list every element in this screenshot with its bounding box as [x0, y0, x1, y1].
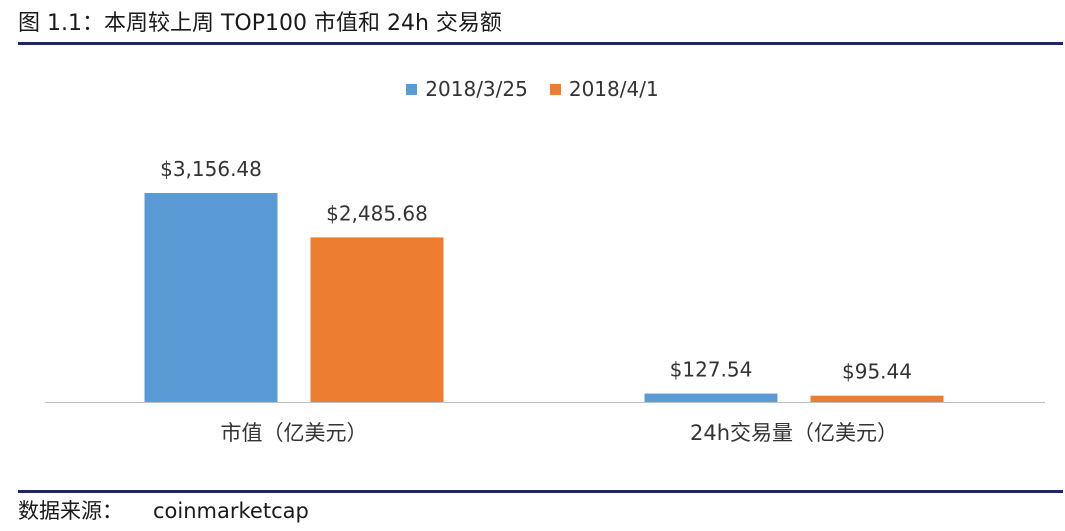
bar-2-1 [310, 237, 444, 402]
legend-item-series-2: 2018/4/1 [549, 76, 659, 102]
legend-label-series-2: 2018/4/1 [568, 77, 659, 101]
data-label-2-2: $95.44 [842, 360, 912, 384]
bar-2-2 [810, 395, 944, 402]
bar-1-2 [644, 393, 778, 402]
legend-item-series-1: 2018/3/25 [406, 76, 528, 102]
data-label-1-1: $3,156.48 [160, 157, 262, 181]
legend: 2018/3/25 2018/4/1 [0, 76, 1065, 102]
bar-chart: $3,156.48 $2,485.68 市值（亿美元） $127.54 $95.44 24… [45, 157, 1045, 445]
legend-label-series-1: 2018/3/25 [425, 77, 528, 101]
category-label-1: 市值（亿美元） [221, 421, 368, 445]
top-rule [18, 42, 1063, 45]
category-label-2: 24h交易量（亿美元） [690, 421, 898, 445]
legend-swatch-series-1 [406, 83, 418, 95]
source-label: 数据来源： [18, 499, 123, 523]
source-note: 数据来源： coinmarketcap [18, 496, 309, 526]
source-value: coinmarketcap [153, 499, 309, 523]
data-label-1-2: $127.54 [670, 358, 753, 382]
bar-1-1 [144, 193, 278, 402]
legend-swatch-series-2 [549, 83, 561, 95]
bottom-rule [18, 490, 1063, 493]
data-label-2-1: $2,485.68 [326, 201, 428, 225]
figure-title: 图 1.1：本周较上周 TOP100 市值和 24h 交易额 [18, 11, 502, 36]
